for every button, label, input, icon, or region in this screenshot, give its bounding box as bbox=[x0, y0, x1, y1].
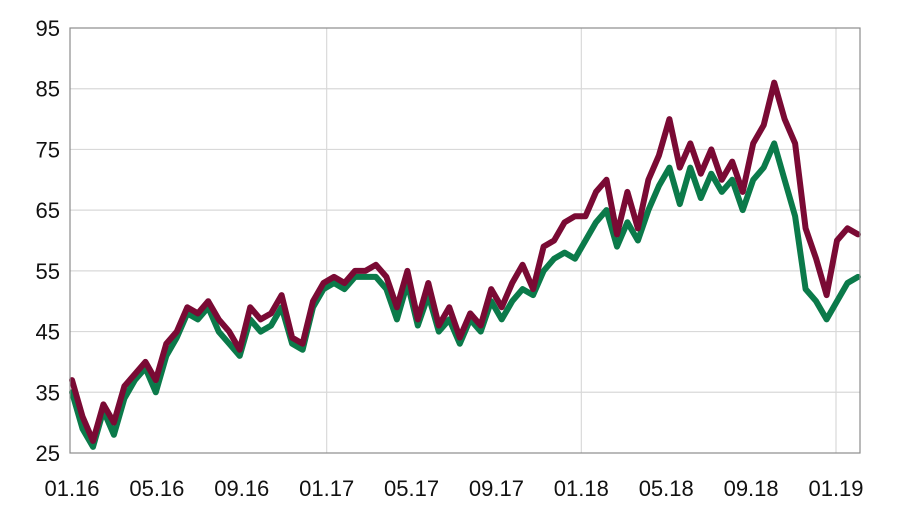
plot-frame bbox=[69, 27, 861, 454]
x-tick-label: 01.16 bbox=[44, 476, 99, 501]
x-tick-label: 05.16 bbox=[129, 476, 184, 501]
y-tick-label: 25 bbox=[36, 441, 60, 466]
y-axis-ticks: 25 35 45 55 65 75 85 95 bbox=[36, 16, 60, 466]
series-line-1 bbox=[69, 79, 861, 444]
series-lines bbox=[69, 79, 861, 450]
y-tick-label: 85 bbox=[36, 77, 60, 102]
x-tick-label: 09.16 bbox=[214, 476, 269, 501]
y-tick-label: 55 bbox=[36, 259, 60, 284]
x-tick-label: 01.19 bbox=[808, 476, 863, 501]
y-tick-label: 65 bbox=[36, 198, 60, 223]
y-tick-label: 75 bbox=[36, 137, 60, 162]
x-tick-label: 09.18 bbox=[724, 476, 779, 501]
x-tick-label: 05.18 bbox=[639, 476, 694, 501]
x-axis-ticks: 01.16 05.16 09.16 01.17 05.17 09.17 01.18 05.18… bbox=[44, 476, 863, 501]
y-tick-label: 45 bbox=[36, 320, 60, 345]
x-tick-label: 01.18 bbox=[554, 476, 609, 501]
y-tick-label: 95 bbox=[36, 16, 60, 41]
x-tick-label: 01.17 bbox=[299, 476, 354, 501]
x-tick-label: 09.17 bbox=[469, 476, 524, 501]
y-tick-label: 35 bbox=[36, 380, 60, 405]
grid-lines bbox=[70, 28, 860, 453]
x-tick-label: 05.17 bbox=[384, 476, 439, 501]
